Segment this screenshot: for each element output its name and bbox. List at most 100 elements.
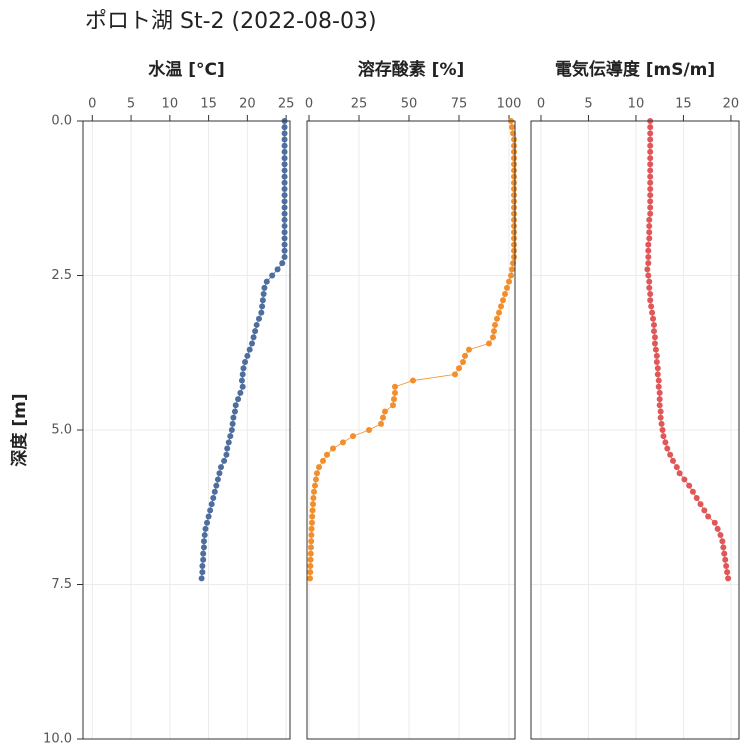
x-tick-label: 20 bbox=[239, 97, 256, 112]
data-point bbox=[211, 488, 218, 495]
data-point bbox=[724, 569, 731, 576]
x-tick-label: 5 bbox=[584, 97, 592, 112]
data-point bbox=[723, 562, 730, 569]
y-tick-label: 7.5 bbox=[51, 577, 72, 592]
data-point bbox=[508, 272, 514, 279]
data-point bbox=[204, 519, 211, 526]
data-point bbox=[259, 297, 266, 304]
data-point bbox=[646, 216, 653, 223]
data-point bbox=[462, 352, 468, 359]
x-tick-label: 0 bbox=[88, 97, 96, 112]
data-point bbox=[647, 297, 654, 304]
data-point bbox=[511, 216, 517, 223]
data-point bbox=[496, 309, 502, 316]
data-point bbox=[281, 247, 288, 254]
data-point bbox=[656, 396, 663, 403]
data-point bbox=[259, 303, 266, 310]
data-point bbox=[494, 315, 500, 322]
panel-title: 水温 [°C] bbox=[148, 59, 224, 80]
data-point bbox=[279, 260, 286, 267]
data-point bbox=[201, 532, 208, 539]
data-point bbox=[255, 315, 262, 322]
data-point bbox=[200, 538, 207, 545]
x-tick-label: 75 bbox=[451, 97, 468, 112]
data-point bbox=[651, 334, 658, 341]
data-point bbox=[239, 383, 246, 390]
data-point bbox=[261, 284, 268, 291]
data-point bbox=[721, 550, 728, 557]
data-point bbox=[249, 340, 256, 347]
data-point bbox=[199, 569, 206, 576]
data-point bbox=[390, 402, 396, 409]
data-point bbox=[722, 556, 729, 563]
data-point bbox=[656, 402, 663, 409]
data-point bbox=[200, 556, 207, 563]
data-point bbox=[654, 371, 661, 378]
y-tick-label: 0.0 bbox=[51, 114, 72, 129]
data-point bbox=[511, 148, 517, 155]
data-point bbox=[686, 482, 693, 489]
data-point bbox=[511, 210, 517, 217]
data-point bbox=[216, 470, 223, 477]
data-point bbox=[237, 389, 244, 396]
data-point bbox=[198, 575, 205, 582]
data-point bbox=[239, 371, 246, 378]
y-tick-label: 2.5 bbox=[51, 268, 72, 283]
data-point bbox=[231, 408, 238, 415]
chart-title: ポロト湖 St-2 (2022-08-03) bbox=[85, 9, 377, 34]
data-point bbox=[246, 346, 253, 353]
data-point bbox=[281, 229, 288, 236]
data-point bbox=[647, 142, 654, 149]
data-point bbox=[378, 420, 384, 427]
data-point bbox=[456, 365, 462, 372]
data-point bbox=[466, 346, 472, 353]
data-point bbox=[200, 550, 207, 557]
data-point bbox=[228, 427, 235, 433]
data-point bbox=[350, 433, 356, 440]
data-point bbox=[269, 272, 276, 279]
data-point bbox=[308, 544, 314, 551]
data-point bbox=[504, 284, 510, 291]
data-point bbox=[664, 445, 671, 452]
data-point bbox=[309, 507, 316, 514]
data-point bbox=[340, 439, 346, 446]
data-point bbox=[645, 247, 652, 254]
data-point bbox=[647, 148, 654, 155]
data-point bbox=[330, 445, 336, 452]
data-point bbox=[281, 198, 288, 205]
data-point bbox=[380, 414, 386, 421]
data-point bbox=[502, 291, 508, 298]
data-point bbox=[281, 124, 288, 131]
data-point bbox=[281, 241, 288, 248]
x-tick-label: 25 bbox=[351, 97, 368, 112]
data-point bbox=[648, 303, 655, 310]
data-point bbox=[644, 266, 651, 273]
panel-title: 電気伝導度 [mS/m] bbox=[555, 59, 715, 80]
data-point bbox=[650, 328, 657, 335]
x-tick-label: 15 bbox=[200, 97, 217, 112]
data-point bbox=[308, 538, 315, 545]
data-point bbox=[238, 377, 245, 384]
profile-line bbox=[646, 121, 729, 579]
data-point bbox=[307, 569, 314, 576]
data-point bbox=[511, 247, 517, 254]
data-point bbox=[223, 451, 230, 458]
data-point bbox=[310, 494, 317, 501]
data-point bbox=[711, 519, 718, 526]
data-point bbox=[654, 365, 661, 372]
data-point bbox=[511, 179, 517, 186]
y-tick-label: 5.0 bbox=[51, 423, 72, 438]
data-point bbox=[252, 328, 259, 335]
data-point bbox=[281, 210, 288, 217]
data-point bbox=[281, 185, 288, 192]
data-point bbox=[307, 556, 314, 563]
x-tick-label: 100 bbox=[497, 97, 522, 112]
data-point bbox=[235, 396, 242, 403]
data-point bbox=[655, 383, 662, 390]
data-point bbox=[199, 562, 206, 569]
data-point bbox=[281, 204, 288, 211]
data-point bbox=[647, 173, 654, 180]
data-point bbox=[274, 266, 281, 273]
panel-border bbox=[82, 120, 291, 740]
data-point bbox=[230, 414, 237, 421]
